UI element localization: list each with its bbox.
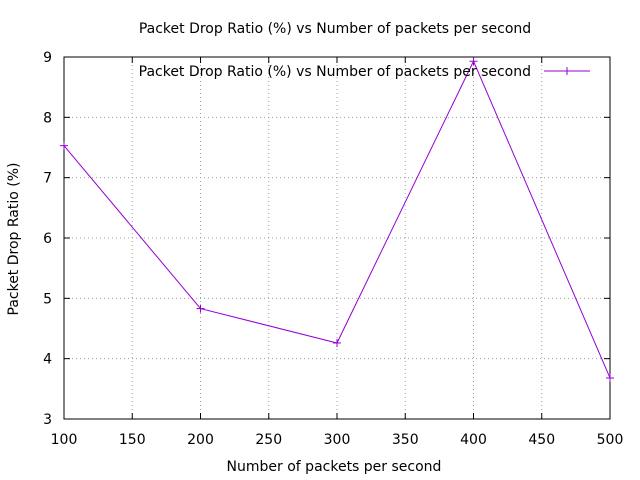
data-point — [333, 338, 341, 347]
x-tick-label: 150 — [119, 432, 146, 448]
x-axis: 100 150 200 250 300 350 400 450 500 — [51, 57, 624, 448]
legend: Packet Drop Ratio (%) vs Number of packe… — [139, 64, 590, 80]
y-tick-label: 4 — [43, 352, 52, 368]
data-point — [60, 141, 68, 150]
y-tick-label: 8 — [43, 110, 52, 126]
x-tick-label: 300 — [324, 432, 351, 448]
legend-label: Packet Drop Ratio (%) vs Number of packe… — [139, 64, 531, 80]
y-tick-label: 7 — [43, 171, 52, 187]
x-axis-title: Number of packets per second — [227, 459, 442, 475]
x-tick-label: 200 — [187, 432, 214, 448]
legend-marker — [563, 67, 571, 75]
x-tick-label: 500 — [597, 432, 624, 448]
y-axis: 3 4 5 6 7 8 9 — [43, 50, 610, 428]
x-tick-label: 350 — [392, 432, 419, 448]
x-tick-label: 100 — [51, 432, 78, 448]
y-tick-label: 6 — [43, 231, 52, 247]
data-point — [606, 373, 614, 382]
y-tick-label: 3 — [43, 412, 52, 428]
series-layer — [60, 57, 614, 382]
y-axis-title: Packet Drop Ratio (%) — [6, 162, 22, 315]
grid-lines — [64, 57, 610, 419]
x-tick-label: 400 — [460, 432, 487, 448]
data-point — [196, 304, 205, 313]
data-point — [469, 57, 478, 66]
chart-title: Packet Drop Ratio (%) vs Number of packe… — [139, 21, 531, 37]
x-tick-label: 250 — [255, 432, 282, 448]
y-tick-label: 5 — [43, 291, 52, 307]
x-tick-label: 450 — [528, 432, 555, 448]
y-tick-label: 9 — [43, 50, 52, 66]
series-line — [63, 60, 611, 379]
